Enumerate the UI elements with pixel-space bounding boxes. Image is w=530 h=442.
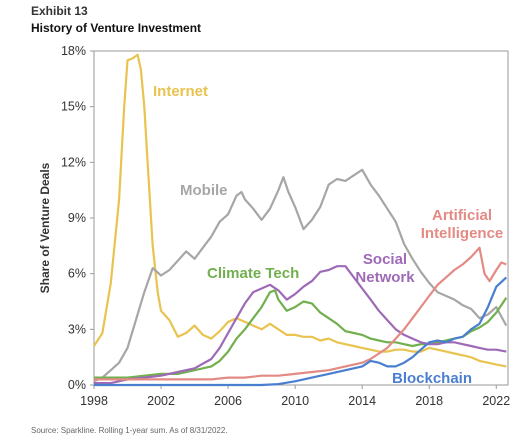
source-note: Source: Sparkline. Rolling 1-year sum. A…	[31, 426, 228, 435]
series-labels: Internet Mobile Climate Tech Social NetworkA…	[153, 83, 503, 387]
y-axis-label: Share of Venture Deals	[38, 162, 52, 293]
series-line-mobile	[93, 168, 508, 383]
x-tick-label: 2014	[348, 394, 376, 408]
y-tick-label: 9%	[68, 211, 86, 225]
series-label-social-network: Social Network	[355, 251, 415, 286]
x-tick-label: 2018	[415, 394, 443, 408]
y-tick-label: 15%	[61, 100, 86, 114]
series-line-climate-tech	[94, 289, 508, 379]
series-label-artificial-intelligence: Artificial Intelligence	[421, 207, 504, 242]
chart-title: History of Venture Investment	[31, 21, 202, 35]
x-tick-label: 2022	[482, 394, 510, 408]
y-tick-label: 12%	[61, 155, 86, 169]
line-chart: 0% 3% 6% 9% 12% 15% 18% 1998 2002 2006 2010 2014 201…	[38, 44, 510, 408]
y-tick-label: 0%	[68, 378, 86, 392]
x-tick-label: 1998	[80, 394, 108, 408]
y-tick-label: 6%	[68, 267, 86, 281]
series-label-internet: Internet	[153, 83, 208, 100]
series-line-artificial-intelligence	[94, 246, 507, 381]
y-tick-label: 18%	[61, 44, 86, 58]
chart-axes: 0% 3% 6% 9% 12% 15% 18% 1998 2002 2006 2010 2014 201…	[38, 44, 510, 408]
series-line-blockchain	[94, 276, 508, 387]
x-tick-label: 2010	[281, 394, 309, 408]
series-label-mobile: Mobile	[180, 182, 228, 199]
series-label-blockchain: Blockchain	[392, 370, 472, 387]
series-line-internet	[93, 53, 507, 368]
x-tick-label: 2006	[214, 394, 242, 408]
series-label-climate-tech: Climate Tech	[207, 265, 299, 282]
series-lines	[93, 53, 508, 387]
exhibit-number: Exhibit 13	[31, 4, 88, 18]
y-tick-label: 3%	[68, 322, 86, 336]
x-tick-label: 2002	[147, 394, 175, 408]
